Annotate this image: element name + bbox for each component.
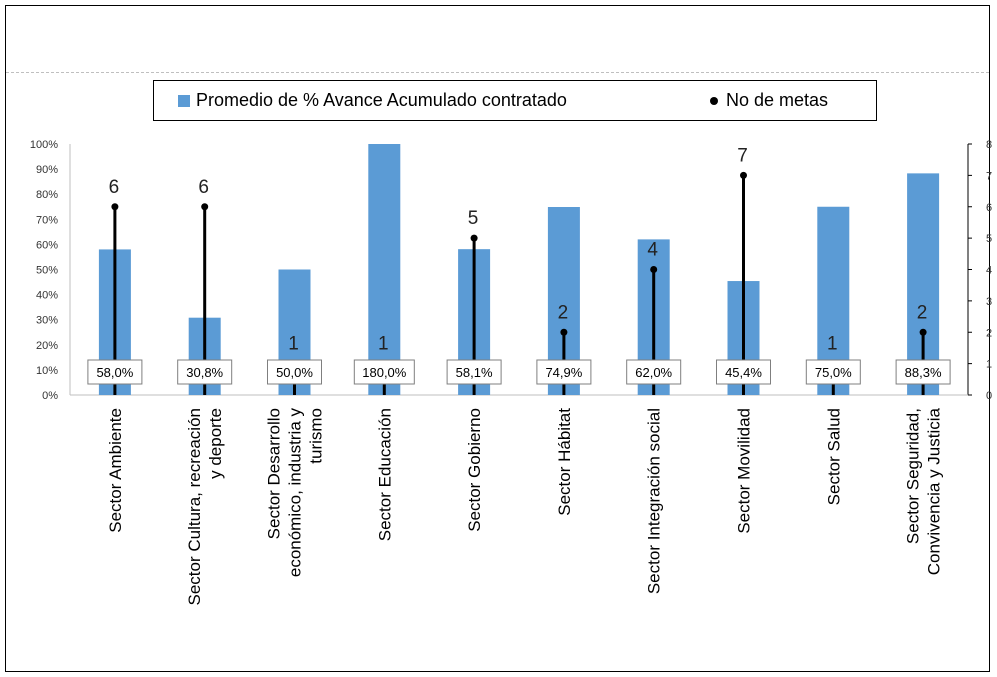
bar-data-label: 50,0% [276, 365, 313, 380]
y-right-tick-label: 4 [986, 265, 992, 277]
y-right-tick-label: 3 [986, 296, 992, 308]
bar-data-label-box [353, 359, 415, 385]
bar-data-label: 75,0% [815, 365, 852, 380]
bar-data-label: 62,0% [635, 365, 672, 380]
bar-data-label-box [446, 359, 502, 385]
lollipop-point [919, 328, 927, 336]
lollipop-point [201, 203, 209, 211]
legend-label-line: No de metas [726, 90, 829, 110]
x-category-label-line: Sector Integración social [645, 408, 664, 594]
lollipop-point [740, 171, 747, 179]
x-category-label-line: Sector Hábitat [555, 408, 574, 516]
point-data-label: 4 [647, 240, 658, 261]
y-right-tick-label: 2 [986, 327, 992, 339]
lollipop-point [111, 203, 119, 211]
x-category-label-line: Sector Movilidad [735, 408, 754, 534]
y-left-tick-label: 10% [36, 365, 58, 377]
x-category-label: Sector Movilidad [735, 408, 754, 534]
bar-data-label-box [895, 359, 951, 385]
x-category-label-line: y deporte [206, 408, 225, 479]
legend: Promedio de % Avance Acumulado contratad… [153, 80, 877, 121]
x-category-label: Sector Gobierno [465, 408, 484, 532]
x-category-label-line: Sector Gobierno [465, 408, 484, 532]
bar-data-label: 58,1% [456, 365, 493, 380]
bar-data-label: 74,9% [545, 365, 582, 380]
x-category-label-line: Convivencia y Justicia [925, 407, 944, 575]
y-left-tick-label: 20% [36, 340, 58, 352]
divider-line [6, 72, 989, 73]
legend-item-line-series: No de metas [710, 90, 828, 111]
y-left-tick-label: 100% [30, 139, 58, 151]
bar-data-label: 180,0% [362, 365, 407, 380]
bar-data-label: 45,4% [725, 365, 762, 380]
point-data-label: 7 [737, 145, 748, 166]
y-left-tick-label: 70% [36, 214, 58, 226]
x-category-label-line: turismo [307, 408, 326, 464]
bar-data-label: 58,0% [96, 365, 133, 380]
y-left-tick-label: 0% [42, 390, 58, 402]
point-data-label: 1 [378, 334, 389, 355]
bar-data-label-box [267, 359, 322, 385]
y-left-tick-label: 30% [36, 315, 58, 327]
y-right-tick-label: 6 [986, 202, 992, 214]
y-right-tick-label: 7 [986, 170, 992, 182]
lollipop-point [560, 328, 568, 336]
legend-swatch-bar [178, 94, 190, 107]
x-category-label: Sector Salud [824, 408, 843, 505]
bar-data-label-box [177, 359, 233, 385]
point-data-label: 6 [198, 177, 209, 198]
point-data-label: 1 [288, 334, 299, 355]
bar-data-label-box [716, 359, 771, 385]
bar-data-label-box [626, 359, 682, 385]
x-category-label-line: Sector Ambiente [106, 408, 125, 533]
legend-item-bar-series: Promedio de % Avance Acumulado contratad… [178, 90, 567, 111]
legend-label-bar: Promedio de % Avance Acumulado contratad… [196, 90, 567, 110]
x-category-label: Sector Cultura, recreación y deporte [185, 408, 225, 605]
bar-data-label-box [536, 359, 592, 385]
y-right-tick-label: 1 [986, 359, 992, 371]
x-category-label: Sector Hábitat [555, 408, 574, 516]
x-category-label-line: Sector Educación [375, 408, 394, 541]
x-category-label: Sector Ambiente [106, 408, 125, 533]
y-right-tick-label: 0 [986, 390, 992, 402]
x-category-label-line: Sector Salud [824, 408, 843, 505]
lollipop-point [470, 234, 478, 242]
bar-data-label: 30,8% [186, 365, 223, 380]
x-category-label: Sector Integración social [645, 408, 664, 594]
y-left-tick-label: 50% [36, 265, 58, 277]
bar-data-label: 88,3% [905, 365, 942, 380]
x-category-label: Sector Seguridad, Convivencia y Justicia [904, 407, 944, 575]
y-left-tick-label: 90% [36, 164, 58, 176]
y-left-tick-label: 60% [36, 239, 58, 251]
bar-data-label-box [87, 359, 143, 385]
legend-marker-dot [710, 96, 718, 105]
y-right-tick-label: 8 [986, 139, 992, 151]
x-category-label-line: Sector Seguridad, [904, 408, 923, 544]
point-data-label: 5 [468, 208, 479, 229]
x-category-label-line: Sector Desarrollo [265, 408, 284, 539]
point-data-label: 2 [917, 302, 928, 323]
bar-data-label-box [805, 359, 861, 385]
x-category-label-line: económico, industria y [286, 408, 305, 578]
x-category-label: Sector Educación [375, 408, 394, 541]
y-left-tick-label: 40% [36, 290, 58, 302]
bar [368, 144, 401, 395]
point-data-label: 6 [109, 177, 120, 198]
x-category-label-line: Sector Cultura, recreación [185, 408, 204, 605]
y-right-tick-label: 5 [986, 233, 992, 245]
point-data-label: 1 [827, 334, 838, 355]
lollipop-point [650, 266, 658, 273]
y-left-tick-label: 80% [36, 189, 58, 201]
point-data-label: 2 [558, 302, 569, 323]
